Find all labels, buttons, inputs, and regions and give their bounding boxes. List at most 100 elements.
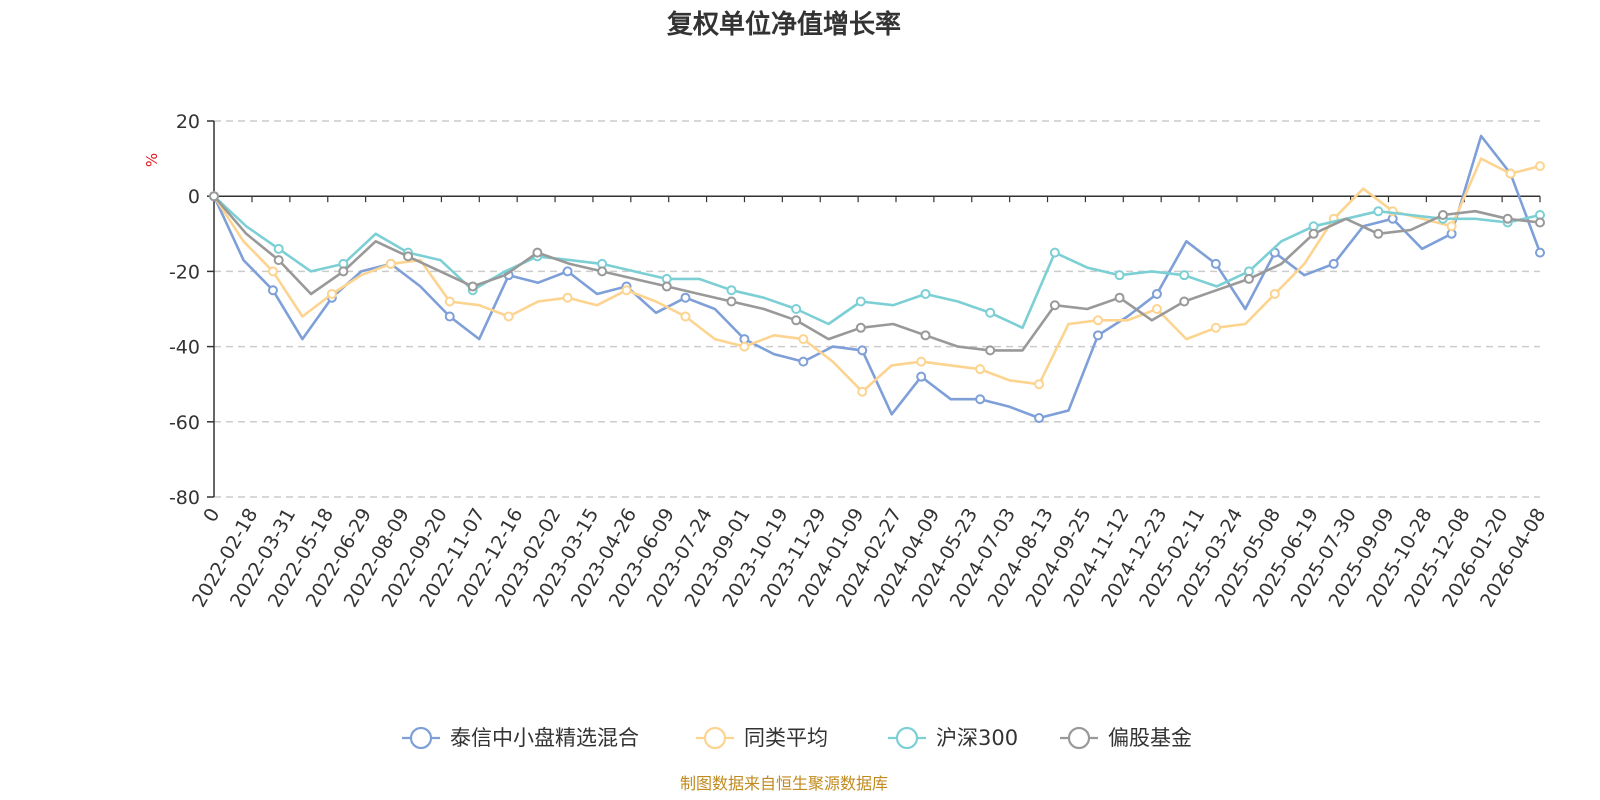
data-point — [562, 266, 573, 277]
data-point — [1535, 161, 1545, 172]
data-point — [916, 356, 927, 367]
legend-label: 沪深300 — [936, 726, 1018, 750]
data-point — [326, 288, 337, 299]
data-point — [680, 292, 691, 303]
data-point — [985, 345, 996, 356]
data-point — [798, 334, 809, 345]
legend-item-peer-average[interactable]: 同类平均 — [696, 726, 828, 750]
x-tick-label: 0 — [199, 505, 224, 526]
data-point — [726, 285, 737, 296]
data-point — [739, 341, 750, 352]
data-point — [1093, 330, 1103, 341]
legend-item-fund[interactable]: 泰信中小盘精选混合 — [402, 726, 639, 750]
data-point — [916, 371, 927, 382]
data-point — [503, 311, 514, 322]
data-point — [1049, 247, 1060, 258]
data-point — [857, 386, 868, 397]
x-tick-labels: 02022-02-182022-03-312022-05-182022-06-2… — [188, 505, 1550, 612]
data-point — [1269, 288, 1280, 299]
source-note: 制图数据来自恒生聚源数据库 — [680, 774, 888, 793]
data-point — [338, 266, 349, 277]
data-point — [1502, 213, 1513, 224]
data-point — [1049, 300, 1060, 311]
data-point — [985, 307, 996, 318]
data-point — [1179, 296, 1190, 307]
data-point — [855, 322, 866, 333]
data-point — [855, 296, 866, 307]
y-tick-labels: 20 0 -20 -40 -60 -80 — [169, 111, 200, 509]
data-point — [726, 296, 737, 307]
data-point — [467, 281, 478, 292]
legend-item-csi300[interactable]: 沪深300 — [888, 726, 1018, 750]
data-point — [975, 394, 986, 405]
legend-label: 偏股基金 — [1108, 726, 1192, 750]
data-point — [1308, 228, 1319, 239]
data-point — [920, 288, 931, 299]
data-point — [1114, 292, 1125, 303]
y-axis-unit: % — [143, 153, 161, 167]
y-tick-label: -40 — [169, 337, 200, 359]
y-tick-label: -20 — [169, 261, 200, 283]
data-point — [273, 243, 284, 254]
series-peer-average — [209, 157, 1545, 397]
data-point — [798, 356, 809, 367]
data-point — [1328, 258, 1339, 269]
data-point — [1151, 288, 1162, 299]
legend-marker — [895, 726, 919, 750]
legend-item-equity-fund-index[interactable]: 偏股基金 — [1060, 726, 1192, 750]
data-point — [920, 330, 931, 341]
y-tick-label: -60 — [169, 412, 200, 434]
legend-label: 同类平均 — [744, 726, 828, 750]
data-point — [1446, 221, 1457, 232]
data-point — [1093, 315, 1103, 326]
y-tick-label: -80 — [169, 487, 200, 509]
data-point — [1373, 206, 1384, 217]
chart-title: 复权单位净值增长率 — [667, 9, 901, 40]
data-point — [1210, 258, 1221, 269]
data-point — [1210, 322, 1221, 333]
series-lines — [209, 134, 1545, 424]
data-point — [1535, 247, 1545, 258]
data-point — [209, 191, 219, 202]
data-point — [1505, 168, 1516, 179]
data-point — [273, 255, 284, 266]
data-point — [444, 296, 455, 307]
data-point — [1034, 413, 1045, 424]
data-point — [1114, 270, 1125, 281]
data-point — [267, 285, 278, 296]
data-point — [597, 266, 608, 277]
data-point — [1179, 270, 1190, 281]
legend-marker — [409, 726, 433, 750]
legend[interactable]: 泰信中小盘精选混合 同类平均 沪深300 偏股基金 — [402, 726, 1192, 750]
y-tick-label: 20 — [176, 111, 200, 133]
data-point — [1243, 273, 1254, 284]
data-point — [791, 304, 802, 314]
data-point — [857, 345, 868, 356]
data-point — [975, 364, 986, 375]
legend-marker — [703, 726, 727, 750]
data-point — [532, 247, 543, 258]
legend-label: 泰信中小盘精选混合 — [450, 726, 639, 750]
series-line — [212, 194, 1542, 330]
data-point — [444, 311, 455, 322]
data-point — [1437, 210, 1448, 220]
data-point — [1373, 228, 1384, 239]
series-csi300 — [209, 191, 1545, 330]
data-point — [621, 285, 632, 296]
data-point — [661, 281, 672, 292]
data-point — [791, 315, 802, 326]
data-point — [1151, 304, 1162, 314]
series-line — [212, 157, 1542, 393]
data-point — [1535, 217, 1545, 228]
data-point — [385, 258, 396, 269]
data-point — [1034, 379, 1045, 390]
series-equity-fund-index — [209, 191, 1545, 356]
y-tick-label: 0 — [188, 186, 200, 208]
legend-marker — [1067, 726, 1091, 750]
data-point — [680, 311, 691, 322]
data-point — [403, 251, 414, 262]
axes — [207, 120, 1541, 498]
series-line — [212, 194, 1542, 352]
data-point — [267, 266, 278, 277]
